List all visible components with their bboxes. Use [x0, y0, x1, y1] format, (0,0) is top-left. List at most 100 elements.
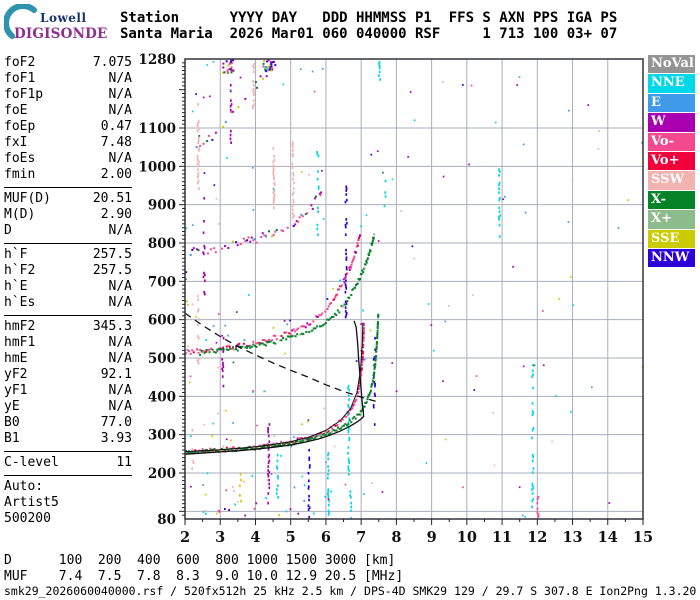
distance-muf-table: D 100 200 400 600 800 1000 1500 3000 [km…: [4, 553, 404, 584]
transmission-curve-dashed: [184, 312, 378, 403]
param-value: N/A: [108, 399, 132, 414]
param-row: C-level 11: [4, 455, 132, 471]
param-row: h`F2 257.5: [4, 263, 132, 279]
param-value: N/A: [108, 295, 132, 310]
param-value: 2.90: [100, 207, 132, 222]
param-label: C-level: [4, 455, 59, 470]
param-label: hmF1: [4, 335, 36, 350]
param-value: 3.93: [100, 431, 132, 446]
param-value: N/A: [108, 223, 132, 238]
y-axis-label: 500: [148, 351, 176, 367]
param-label: h`F: [4, 247, 28, 262]
y-axis-label: 800: [148, 236, 176, 252]
param-value: 20.51: [92, 191, 132, 206]
x-axis-label: 7: [356, 529, 366, 546]
legend-item-ssw: SSW: [648, 171, 695, 190]
param-label: 500200: [4, 511, 51, 526]
param-label: yE: [4, 399, 20, 414]
y-axis-label: 1100: [140, 121, 176, 137]
param-row: M(D) 2.90: [4, 207, 132, 223]
y-axis-label: 600: [148, 313, 176, 329]
y-axis-label: 80: [157, 512, 176, 528]
param-label: foE: [4, 103, 28, 118]
param-value: 7.075: [92, 55, 132, 70]
logo-lowell-text: Lowell: [40, 11, 87, 25]
param-row: fxI 7.48: [4, 135, 132, 151]
param-row: Auto:: [4, 479, 132, 495]
station-header: Station YYYY DAY DDD HHMMSS P1 FFS S AXN…: [120, 10, 618, 42]
param-row: h`E N/A: [4, 279, 132, 295]
param-row: foEp 0.47: [4, 119, 132, 135]
legend-item-vo: Vo-: [648, 132, 695, 151]
param-value: N/A: [108, 103, 132, 118]
param-separator: [4, 475, 132, 476]
param-label: Auto:: [4, 479, 44, 494]
x-axis-label: 6: [321, 529, 331, 546]
y-axis-label: 700: [148, 274, 176, 290]
param-row: B0 77.0: [4, 415, 132, 431]
legend-item-nne: NNE: [648, 74, 695, 93]
x-axis-label: 4: [250, 529, 260, 546]
param-label: M(D): [4, 207, 36, 222]
x-axis-label: 2: [180, 529, 190, 546]
param-value: 257.5: [92, 263, 132, 278]
param-row: 500200: [4, 511, 132, 527]
param-row: yE N/A: [4, 399, 132, 415]
x-axis-label: 3: [215, 529, 225, 546]
y-axis-label: 1000: [140, 159, 176, 175]
x-axis-label: 11: [492, 529, 512, 546]
x-axis-label: 13: [562, 529, 582, 546]
y-axis-label: 1280: [140, 52, 176, 68]
param-value: 0.47: [100, 119, 132, 134]
param-value: 345.3: [92, 319, 132, 334]
status-bar: smk29_2026060040000.rsf / 520fx512h 25 k…: [4, 584, 697, 598]
param-value: N/A: [108, 383, 132, 398]
param-row: hmF2 345.3: [4, 319, 132, 335]
param-row: foF1 N/A: [4, 71, 132, 87]
param-label: B1: [4, 431, 20, 446]
param-value: 11: [116, 455, 132, 470]
param-row: B1 3.93: [4, 431, 132, 447]
param-value: N/A: [108, 279, 132, 294]
param-label: MUF(D): [4, 191, 51, 206]
legend-item-x: X+: [648, 210, 695, 229]
legend-item-x: X-: [648, 190, 695, 210]
digisonde-logo: Lowell DIGISONDE: [4, 4, 116, 48]
param-label: foF1: [4, 71, 36, 86]
y-axis-label: 200: [148, 466, 176, 482]
x-axis-label: 10: [457, 529, 477, 546]
param-value: N/A: [108, 351, 132, 366]
param-label: foF1p: [4, 87, 44, 102]
param-label: h`F2: [4, 263, 36, 278]
legend-item-sse: SSE: [648, 229, 695, 248]
param-value: 257.5: [92, 247, 132, 262]
x-axis-label: 15: [633, 529, 653, 546]
param-row: Artist5: [4, 495, 132, 511]
param-row: foF2 7.075: [4, 55, 132, 71]
param-separator: [4, 243, 132, 244]
y-axis-label: 400: [148, 389, 176, 405]
param-row: foF1p N/A: [4, 87, 132, 103]
param-separator: [4, 187, 132, 188]
param-label: hmE: [4, 351, 28, 366]
x-axis-label: 9: [427, 529, 437, 546]
param-row: foE N/A: [4, 103, 132, 119]
param-value: 92.1: [100, 367, 132, 382]
param-table: foF2 7.075 foF1 N/A foF1p N/A foE N/A foEp 0.47 fx…: [4, 55, 132, 527]
logo-arc-icon: [4, 4, 37, 39]
param-separator: [4, 315, 132, 316]
legend-item-nnw: NNW: [648, 248, 695, 268]
legend-item-noval: NoVal: [648, 55, 695, 74]
param-row: hmE N/A: [4, 351, 132, 367]
param-row: MUF(D) 20.51: [4, 191, 132, 207]
param-label: foEs: [4, 151, 36, 166]
param-label: B0: [4, 415, 20, 430]
x-axis-label: 8: [391, 529, 401, 546]
y-axis-label: 900: [148, 198, 176, 214]
param-label: fmin: [4, 167, 36, 182]
ionogram-chart: 80 200 300 400 500 600 700 800 900 1000 1100 1280 2 3…: [140, 52, 653, 546]
param-label: h`Es: [4, 295, 36, 310]
param-value: N/A: [108, 335, 132, 350]
param-row: h`F 257.5: [4, 247, 132, 263]
